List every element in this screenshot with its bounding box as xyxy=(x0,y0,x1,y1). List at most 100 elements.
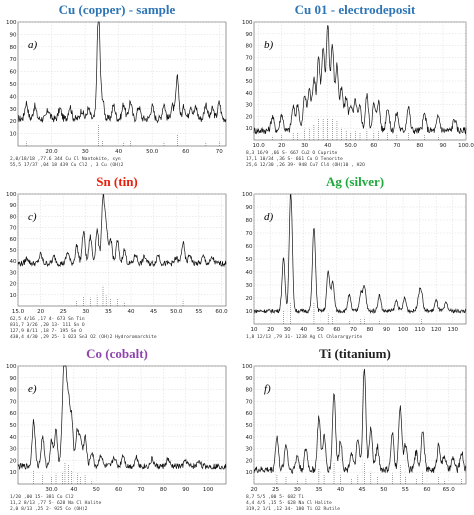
xrd-chart: 10 20 30 40 50 60 70 80 90 100 20.0 30 40 50.0 60 70 a) 2… xyxy=(6,20,227,168)
xtick-label: 40 xyxy=(128,309,135,315)
ytick-label: 20 xyxy=(246,114,253,120)
ytick-label: 100 xyxy=(242,20,253,26)
ytick-label: 70 xyxy=(10,57,17,63)
ytick-label: 90 xyxy=(10,203,17,209)
ytick-label: 30 xyxy=(246,283,253,289)
ytick-label: 40 xyxy=(246,91,253,97)
ytick-label: 10 xyxy=(246,309,253,315)
xtick-label: 40 xyxy=(300,327,307,333)
ytick-label: 100 xyxy=(6,192,17,198)
panel-title: Cu (copper) - sample xyxy=(58,2,176,17)
ytick-label: 60 xyxy=(246,411,253,417)
ytick-label: 90 xyxy=(10,32,17,38)
xrd-trace xyxy=(253,193,467,315)
ytick-label: 10 xyxy=(246,470,253,476)
phase-legend-row: 1,8 12/13 ,79 31- 1238 Ag Cl Chlorargyri… xyxy=(246,334,362,340)
xtick-label: 25 xyxy=(272,487,279,493)
xtick-label: 35 xyxy=(105,309,112,315)
phase-legend-row: 25,6 12/30 ,26 39- 948 Cu7 Cl4 (OH)10 , … xyxy=(246,162,365,168)
xtick-label: 20 xyxy=(267,327,274,333)
ytick-label: 100 xyxy=(242,364,253,370)
xtick-label: 110 xyxy=(414,327,425,333)
xrd-panel-2: Cu 01 - electrodeposit 10 20 30 40 50 60 70 80 90… xyxy=(240,2,474,170)
xtick-label: 20 xyxy=(278,143,285,149)
xtick-label: 90 xyxy=(182,487,189,493)
panel-title: Sn (tin) xyxy=(96,174,138,189)
xrd-panel-5: Co (cobalt) 10 20 30 40 50 60 70 80 90 100 30.0 40 50… xyxy=(4,346,230,514)
ytick-label: 20 xyxy=(10,119,17,125)
phase-legend-row: 127,9 8/11 ,18 7- 195 Sn O xyxy=(10,328,82,334)
xtick-label: 90 xyxy=(383,327,390,333)
xrd-trace xyxy=(253,25,467,135)
ytick-label: 10 xyxy=(10,132,17,138)
xtick-label: 30 xyxy=(301,143,308,149)
panel-title: Cu 01 - electrodeposit xyxy=(294,2,416,17)
phase-legend-row: 1/20 ,00 15- 381 Co Cl2 xyxy=(10,494,74,500)
ytick-label: 30 xyxy=(10,107,17,113)
xrd-panel-3: Sn (tin) 10 20 30 40 50 60 70 80 90 100 15.0 20 25 30 3… xyxy=(4,174,230,342)
xtick-label: 50.0 xyxy=(170,309,183,315)
ytick-label: 30 xyxy=(246,447,253,453)
xrd-chart: 10 20 30 40 50 60 70 80 90 100 10 20 30 40 50 60 70 80 90 1… xyxy=(242,192,467,340)
xtick-label: 20.0 xyxy=(45,149,58,155)
xtick-label: 25 xyxy=(60,309,67,315)
ytick-label: 60 xyxy=(246,244,253,250)
ytick-label: 10 xyxy=(10,293,17,299)
ytick-label: 100 xyxy=(242,192,253,198)
ytick-label: 70 xyxy=(246,231,253,237)
panel-label: a) xyxy=(28,39,38,51)
phase-legend-row: 8,3 16/9 ,66 S- 667 Cu2 O Cuprite xyxy=(246,150,338,156)
panel-label: c) xyxy=(28,211,37,223)
xtick-label: 40 xyxy=(337,487,344,493)
xtick-label: 90 xyxy=(439,143,446,149)
xtick-label: 30.0 xyxy=(45,487,58,493)
xrd-trace xyxy=(253,368,467,474)
ytick-label: 20 xyxy=(10,282,17,288)
xtick-label: 100.0 xyxy=(458,143,474,149)
xtick-label: 40 xyxy=(115,149,122,155)
xrd-trace xyxy=(17,365,227,471)
phase-legend-row: 55,5 17/37 ,04 18 439 Cu Cl2 , 3 Cu (OH)… xyxy=(10,162,124,168)
panel-title: Ag (silver) xyxy=(325,174,385,189)
xtick-label: 30 xyxy=(294,487,301,493)
ytick-label: 70 xyxy=(10,399,17,405)
xtick-label: 10.0 xyxy=(252,143,265,149)
ytick-label: 50 xyxy=(246,79,253,85)
ytick-label: 50 xyxy=(10,423,17,429)
ytick-label: 50 xyxy=(10,248,17,254)
phase-legend-row: 4,4 4/5 ,15 5- 628 Na Cl Halite xyxy=(246,500,332,506)
xtick-label: 50.0 xyxy=(345,143,358,149)
xtick-label: 50 xyxy=(317,327,324,333)
xtick-label: 80 xyxy=(416,143,423,149)
ytick-label: 60 xyxy=(10,411,17,417)
phase-legend-row: 831,7 3/26 ,20 13- 111 Sn O xyxy=(10,322,85,328)
xtick-label: 30 xyxy=(82,309,89,315)
xtick-label: 55 xyxy=(195,309,202,315)
xrd-trace xyxy=(17,21,227,124)
ytick-label: 40 xyxy=(246,435,253,441)
ytick-label: 70 xyxy=(246,399,253,405)
ytick-label: 80 xyxy=(10,388,17,394)
panel-title: Ti (titanium) xyxy=(319,346,391,361)
xrd-chart: 10 20 30 40 50 60 70 80 90 100 20 25 30 35 40 45 50 55 60 6… xyxy=(242,364,467,512)
panel-label: d) xyxy=(264,211,274,223)
xtick-label: 35 xyxy=(315,487,322,493)
xtick-label: 60 xyxy=(182,149,189,155)
ytick-label: 100 xyxy=(6,20,17,26)
xtick-label: 60 xyxy=(333,327,340,333)
xtick-label: 30 xyxy=(82,149,89,155)
xtick-label: 80 xyxy=(366,327,373,333)
xtick-label: 20 xyxy=(37,309,44,315)
ytick-label: 20 xyxy=(10,458,17,464)
ytick-label: 90 xyxy=(246,32,253,38)
phase-legend-row: 8,7 5/5 ,00 5- 682 Ti xyxy=(246,494,304,500)
xtick-label: 60 xyxy=(424,487,431,493)
ytick-label: 80 xyxy=(10,214,17,220)
ytick-label: 70 xyxy=(246,55,253,61)
ytick-label: 80 xyxy=(246,388,253,394)
ytick-label: 10 xyxy=(246,126,253,132)
ytick-label: 40 xyxy=(10,435,17,441)
xtick-label: 100 xyxy=(398,327,409,333)
ytick-label: 30 xyxy=(10,270,17,276)
xtick-label: 70 xyxy=(350,327,357,333)
